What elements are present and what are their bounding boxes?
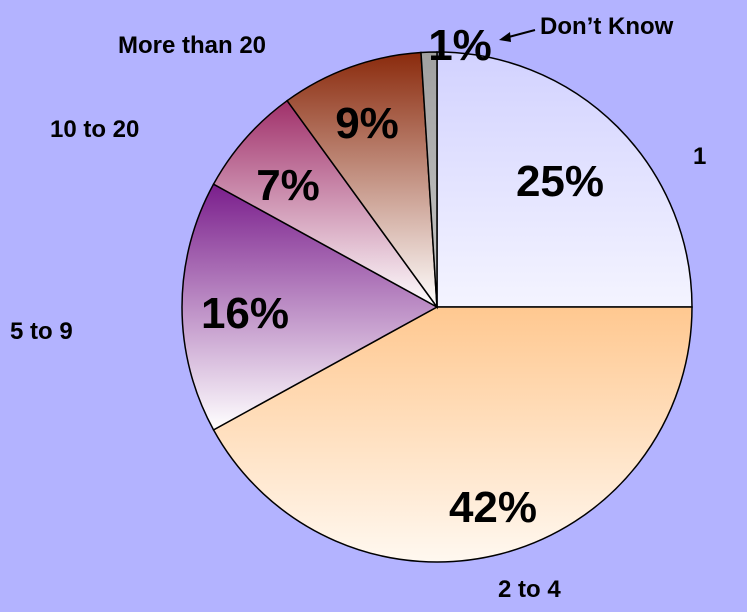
category-label-5-to-9: 5 to 9 — [10, 318, 73, 345]
pie-slice-don-t-know — [420, 51, 438, 308]
pie-slice-5-to-9 — [181, 183, 439, 431]
percent-label-10-to-20: 7% — [256, 161, 320, 210]
pie-slice-10-to-20 — [212, 99, 438, 308]
arrowhead-icon — [499, 32, 511, 42]
percent-label-don-t-know: 1% — [428, 21, 492, 70]
percent-label-1: 25% — [516, 157, 604, 206]
category-label-dont-know: Don’t Know — [540, 13, 674, 40]
category-label-more-than-20: More than 20 — [118, 32, 267, 59]
pie-slice-2-to-4 — [212, 306, 693, 563]
percent-label-2-to-4: 42% — [449, 483, 537, 532]
pie-slice-more-than-20 — [286, 51, 438, 310]
pie-slice-1 — [436, 51, 693, 308]
category-label-2-to-4: 2 to 4 — [498, 576, 561, 603]
category-label-10-to-20: 10 to 20 — [50, 116, 140, 143]
category-label-1: 1 — [693, 143, 707, 170]
percent-label-more-than-20: 9% — [335, 99, 399, 148]
percent-label-5-to-9: 16% — [201, 289, 289, 338]
leader-lines — [499, 29, 536, 42]
percent-labels: 25% 42% 16% 7% 9% 1% — [201, 21, 604, 532]
slices — [181, 51, 693, 563]
